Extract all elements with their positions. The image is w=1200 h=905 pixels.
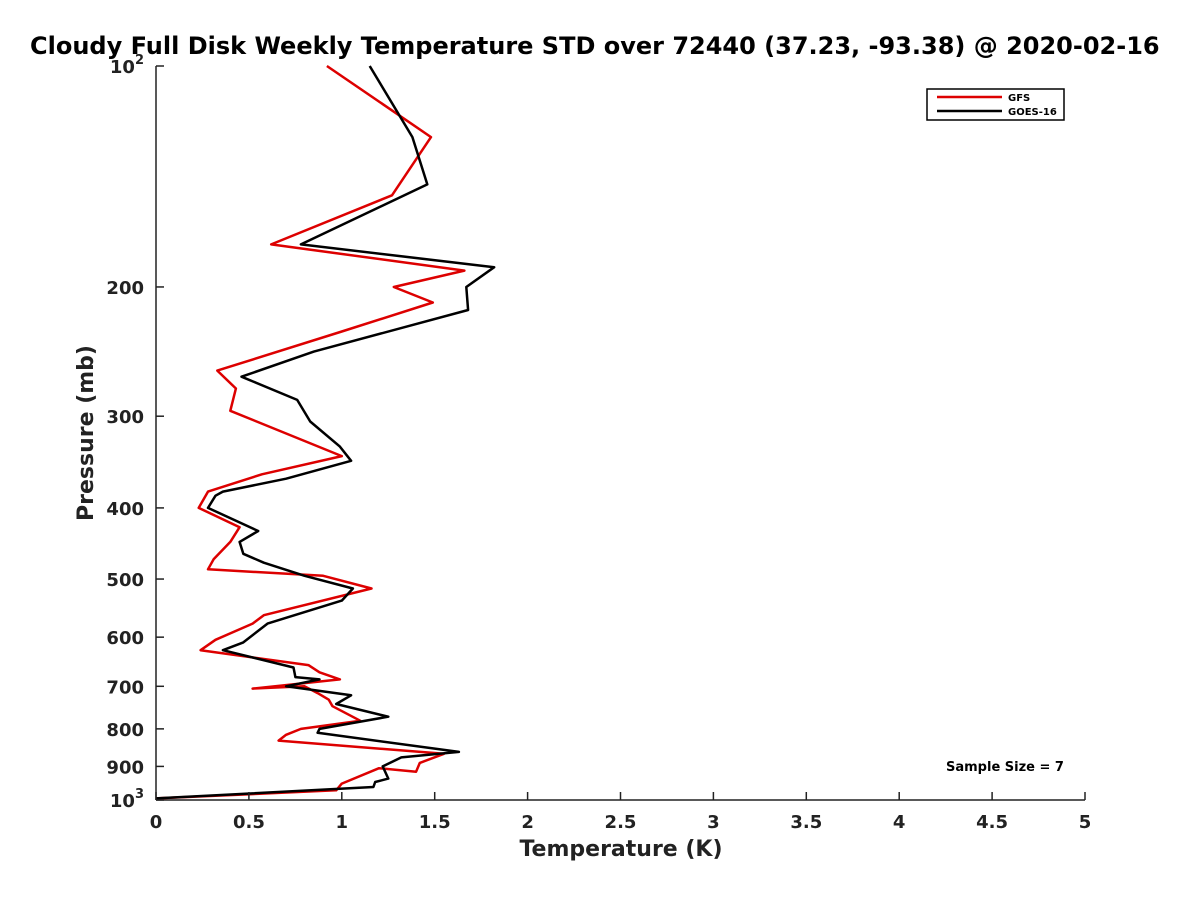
- plot-area: [155, 66, 1085, 801]
- legend-label-goes16: GOES-16: [1008, 107, 1057, 118]
- x-tick-label: 1.5: [419, 812, 451, 833]
- y-axis: 102 200 300 400 500 600 700 800 900 103: [106, 53, 164, 812]
- series-line-goes16: [155, 65, 496, 800]
- x-axis: 0 0.5 1 1.5 2 2.5 3 3.5 4 4.5 5: [150, 792, 1092, 833]
- x-tick-label: 3.5: [790, 812, 822, 833]
- y-tick-label: 600: [106, 628, 144, 649]
- y-tick-label: 300: [106, 407, 144, 428]
- y-tick-label: 800: [106, 720, 144, 741]
- series-line-gfs: [155, 64, 466, 800]
- x-tick-label: 5: [1079, 812, 1092, 833]
- x-tick-label: 3: [707, 812, 720, 833]
- y-axis-label: Pressure (mb): [74, 345, 99, 521]
- x-tick-label: 2.5: [605, 812, 637, 833]
- x-tick-label: 0: [150, 812, 163, 833]
- y-tick-label: 700: [106, 677, 144, 698]
- x-tick-label: 4.5: [976, 812, 1008, 833]
- x-tick-label: 1: [336, 812, 349, 833]
- sample-size-annotation: Sample Size = 7: [946, 760, 1064, 775]
- series-layer: [155, 64, 496, 800]
- x-tick-label: 0.5: [233, 812, 265, 833]
- legend-box: [926, 88, 1065, 121]
- x-tick-label: 4: [893, 812, 906, 833]
- y-tick-label: 103: [110, 787, 144, 812]
- y-tick-label: 400: [106, 499, 144, 520]
- y-tick-label: 900: [106, 757, 144, 778]
- x-tick-label: 2: [521, 812, 534, 833]
- legend-label-gfs: GFS: [1008, 93, 1030, 104]
- chart-title: Cloudy Full Disk Weekly Temperature STD …: [30, 32, 1160, 60]
- y-tick-label: 102: [110, 53, 144, 78]
- y-tick-label: 200: [106, 278, 144, 299]
- x-axis-label: Temperature (K): [519, 837, 722, 862]
- legend: GFS GOES-16: [926, 88, 1065, 121]
- y-tick-label: 500: [106, 570, 144, 591]
